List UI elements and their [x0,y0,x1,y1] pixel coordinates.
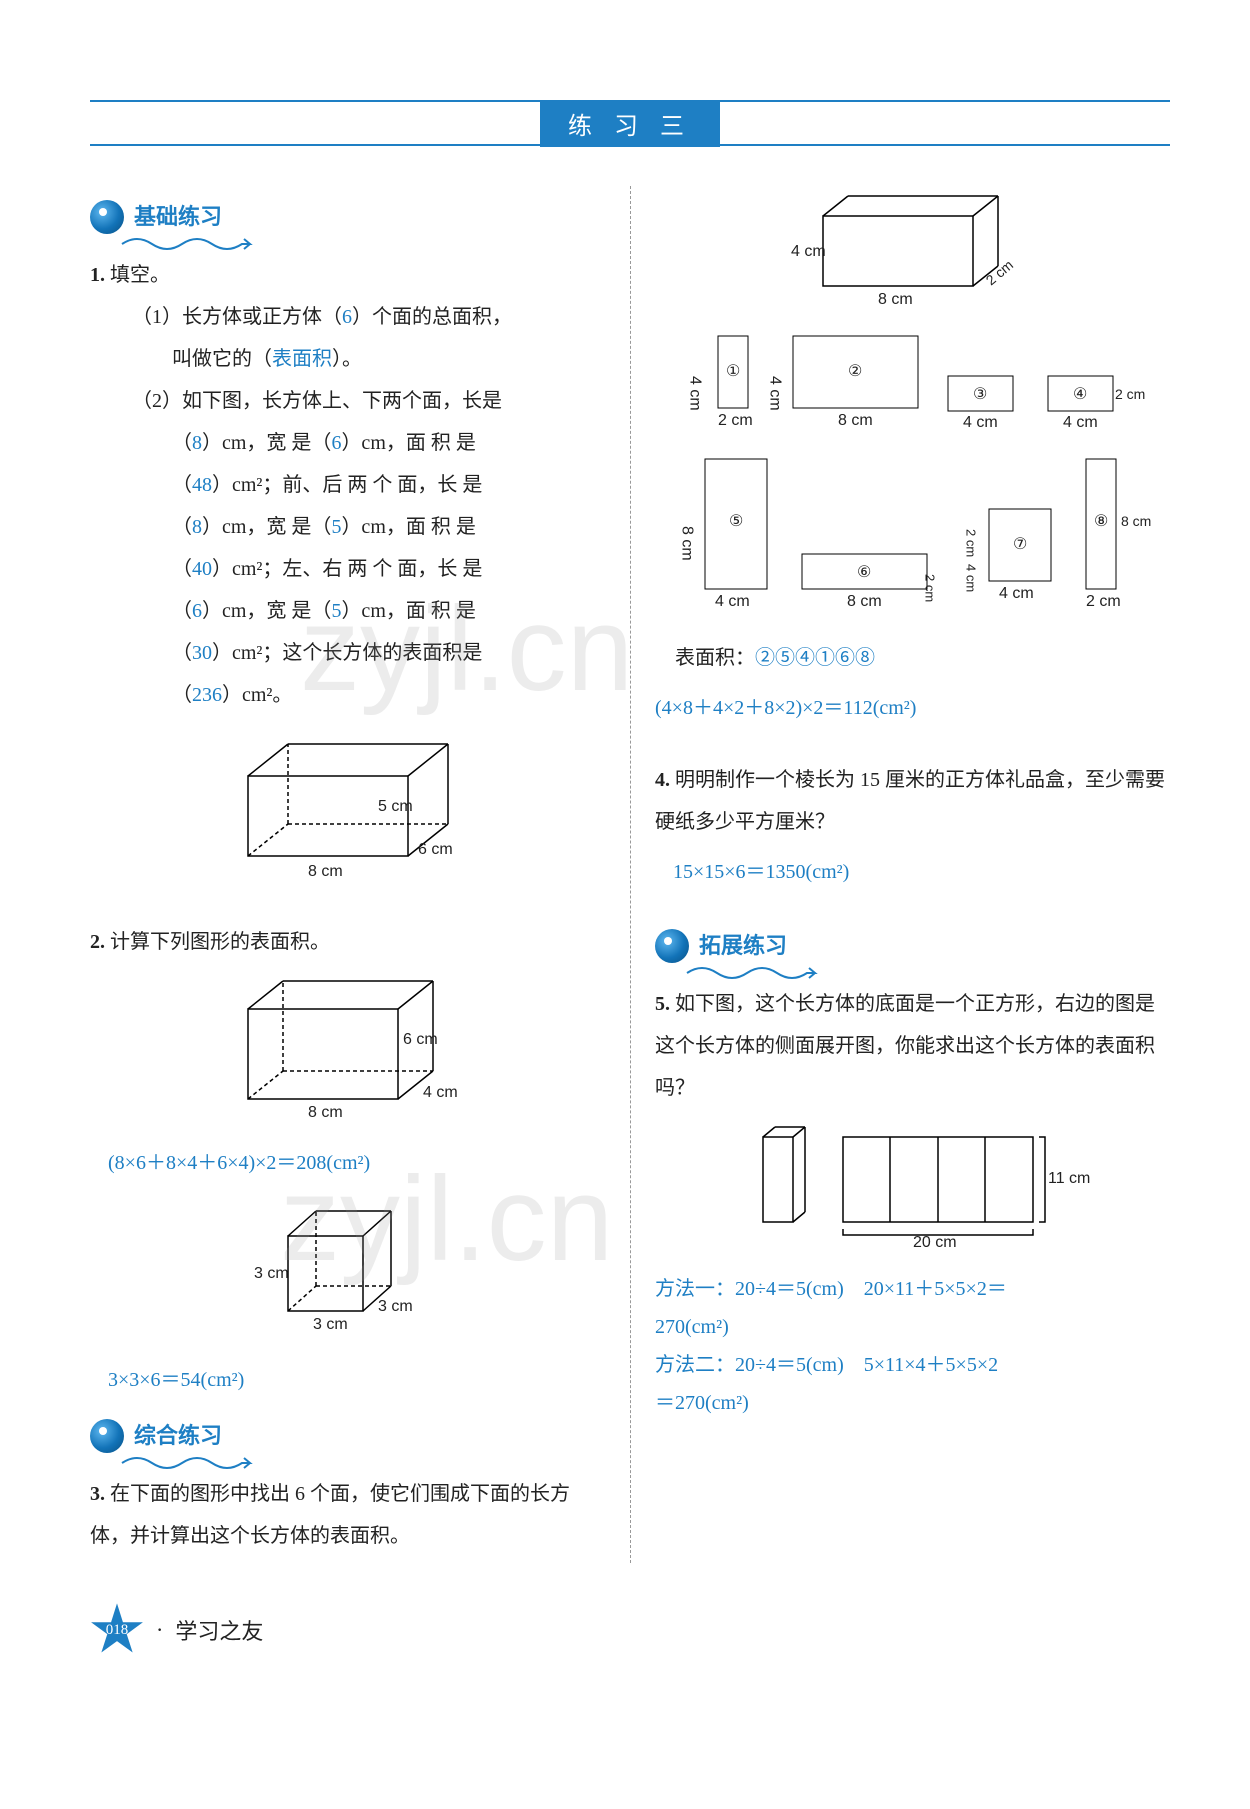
svg-text:3 cm: 3 cm [313,1316,348,1333]
svg-text:8 cm: 8 cm [847,593,882,610]
orb-icon [90,1419,124,1453]
svg-text:3 cm: 3 cm [254,1265,289,1282]
q1-num: 1. [90,264,105,286]
q2-num: 2. [90,931,105,953]
right-column: 4 cm 2 cm 8 cm ① 4 cm 2 cm ② 4 cm 8 cm ③ 4 cm… [630,186,1170,1563]
svg-text:⑧: ⑧ [1094,513,1108,530]
svg-text:①: ① [726,363,740,380]
q3-stem: 在下面的图形中找出 6 个面，使它们围成下面的长方体，并计算出这个长方体的表面积… [90,1483,570,1547]
svg-text:4 cm: 4 cm [686,376,703,411]
orb-icon [655,929,689,963]
q1-stem: 填空。 [110,264,170,286]
q4-num: 4. [655,769,670,791]
svg-text:2 cm: 2 cm [718,412,753,429]
section-comprehensive: 综合练习 [90,1413,606,1459]
q3-answer: 表面积：②⑤④①⑥⑧ [675,637,1170,679]
section-label: 基础练习 [128,194,228,240]
question-2: 2. 计算下列图形的表面积。 [90,921,606,1401]
svg-text:⑦: ⑦ [1013,536,1027,553]
q3-faces-row1: ① 4 cm 2 cm ② 4 cm 8 cm ③ 4 cm ④ 2 cm 4 cm [655,331,1170,446]
svg-text:6 cm: 6 cm [403,1031,438,1048]
svg-text:②: ② [848,363,862,380]
svg-text:4 cm: 4 cm [766,376,783,411]
svg-text:5 cm: 5 cm [378,798,413,815]
svg-text:2 cm: 2 cm [982,257,1016,289]
q2-ans2: 3×3×6＝54(cm²) [108,1359,606,1401]
svg-text:20 cm: 20 cm [913,1234,957,1251]
svg-text:4 cm: 4 cm [1063,414,1098,431]
svg-text:4 cm: 4 cm [963,414,998,431]
footer-dot: · [156,1617,163,1643]
svg-text:8 cm: 8 cm [1121,513,1151,529]
section-basic: 基础练习 [90,194,606,240]
section-comp-text: 综合练习 [134,1423,222,1448]
q2-fig2: 3 cm 3 cm 3 cm [90,1196,606,1351]
svg-text:4 cm: 4 cm [715,593,750,610]
page-title: 练 习 三 [540,100,720,147]
svg-text:3 cm: 3 cm [378,1298,413,1315]
svg-text:4 cm: 4 cm [963,564,978,592]
q5-method1: 方法一：20÷4＝5(cm) 20×11＋5×5×2＝ 270(cm²) [655,1270,1170,1346]
q5-figure: 11 cm 20 cm [655,1117,1170,1262]
q1-a2: 表面积 [272,348,332,370]
question-3: 3. 在下面的图形中找出 6 个面，使它们围成下面的长方体，并计算出这个长方体的… [90,1473,606,1557]
footer-book: 学习之友 [175,1614,263,1646]
svg-text:③: ③ [973,386,987,403]
q1-part2: （2）如下图，长方体上、下两个面，长是 （8）cm，宽 是（6）cm，面 积 是… [90,380,606,716]
question-1: 1. 填空。 （1）长方体或正方体（6）个面的总面积， 叫做它的（表面积）。 （… [90,254,606,901]
two-column-layout: 基础练习 1. 填空。 （1）长方体或正方体（6）个面的总面积， 叫做它的（表面… [90,186,1170,1563]
svg-text:8 cm: 8 cm [878,291,913,308]
svg-text:4 cm: 4 cm [999,585,1034,602]
orb-icon [90,200,124,234]
q2-fig1: 6 cm 4 cm 8 cm [90,969,606,1134]
q2-stem: 计算下列图形的表面积。 [110,931,330,953]
svg-text:2 cm: 2 cm [922,574,937,602]
svg-text:11 cm: 11 cm [1048,1170,1090,1187]
page-footer: 018 · 学习之友 [90,1603,1170,1657]
q5-stem: 如下图，这个长方体的底面是一个正方形，右边的图是这个长方体的侧面展开图，你能求出… [655,993,1155,1099]
q3-num: 3. [90,1483,105,1505]
q2-ans1: (8×6＋8×4＋6×4)×2＝208(cm²) [108,1142,606,1184]
svg-text:⑥: ⑥ [857,564,871,581]
q1-part1: （1）长方体或正方体（6）个面的总面积， 叫做它的（表面积）。 [90,296,606,380]
svg-text:2 cm: 2 cm [1086,593,1121,610]
section-label: 拓展练习 [693,923,793,969]
section-basic-text: 基础练习 [134,204,222,229]
svg-text:8 cm: 8 cm [838,412,873,429]
svg-text:6 cm: 6 cm [418,841,453,858]
title-bar: 练 习 三 [90,100,1170,146]
svg-text:4 cm: 4 cm [423,1084,458,1101]
q1-figure: 5 cm 6 cm 8 cm [90,726,606,901]
section-extend: 拓展练习 [655,923,1170,969]
svg-text:4 cm: 4 cm [791,243,826,260]
svg-text:2 cm: 2 cm [963,529,978,557]
q3-top-cuboid: 4 cm 2 cm 8 cm [655,186,1170,321]
question-4: 4. 明明制作一个棱长为 15 厘米的正方体礼品盒，至少需要硬纸多少平方厘米？ … [655,759,1170,893]
page-number: 018 [106,1622,129,1639]
svg-text:8 cm: 8 cm [308,863,343,880]
q3-formula: (4×8＋4×2＋8×2)×2＝112(cm²) [655,687,1170,729]
q4-ans: 15×15×6＝1350(cm²) [673,851,1170,893]
section-label: 综合练习 [128,1413,228,1459]
q4-stem: 明明制作一个棱长为 15 厘米的正方体礼品盒，至少需要硬纸多少平方厘米？ [655,769,1165,833]
svg-text:⑤: ⑤ [729,513,743,530]
q1-a1: 6 [342,306,352,328]
question-5: 5. 如下图，这个长方体的底面是一个正方形，右边的图是这个长方体的侧面展开图，你… [655,983,1170,1422]
svg-text:2 cm: 2 cm [1115,386,1145,402]
left-column: 基础练习 1. 填空。 （1）长方体或正方体（6）个面的总面积， 叫做它的（表面… [90,186,630,1563]
q5-method2: 方法二：20÷4＝5(cm) 5×11×4＋5×5×2 ＝270(cm²) [655,1346,1170,1422]
svg-text:④: ④ [1073,386,1087,403]
section-ext-text: 拓展练习 [699,933,787,958]
page-number-star: 018 [90,1603,144,1657]
worksheet-page: zyjl.cn zyjl.cn 练 习 三 基础练习 1. 填空。 （1）长方体… [0,0,1250,1697]
cuboid-diagram: 5 cm 6 cm 8 cm [218,726,478,886]
q3-faces-row2: ⑤ 8 cm 4 cm ⑥ 2 cm 8 cm ⑦ 2 cm 4 cm 4 cm ⑧ 8 cm 2… [655,454,1170,629]
q5-num: 5. [655,993,670,1015]
svg-text:8 cm: 8 cm [308,1104,343,1121]
svg-text:8 cm: 8 cm [678,526,695,561]
